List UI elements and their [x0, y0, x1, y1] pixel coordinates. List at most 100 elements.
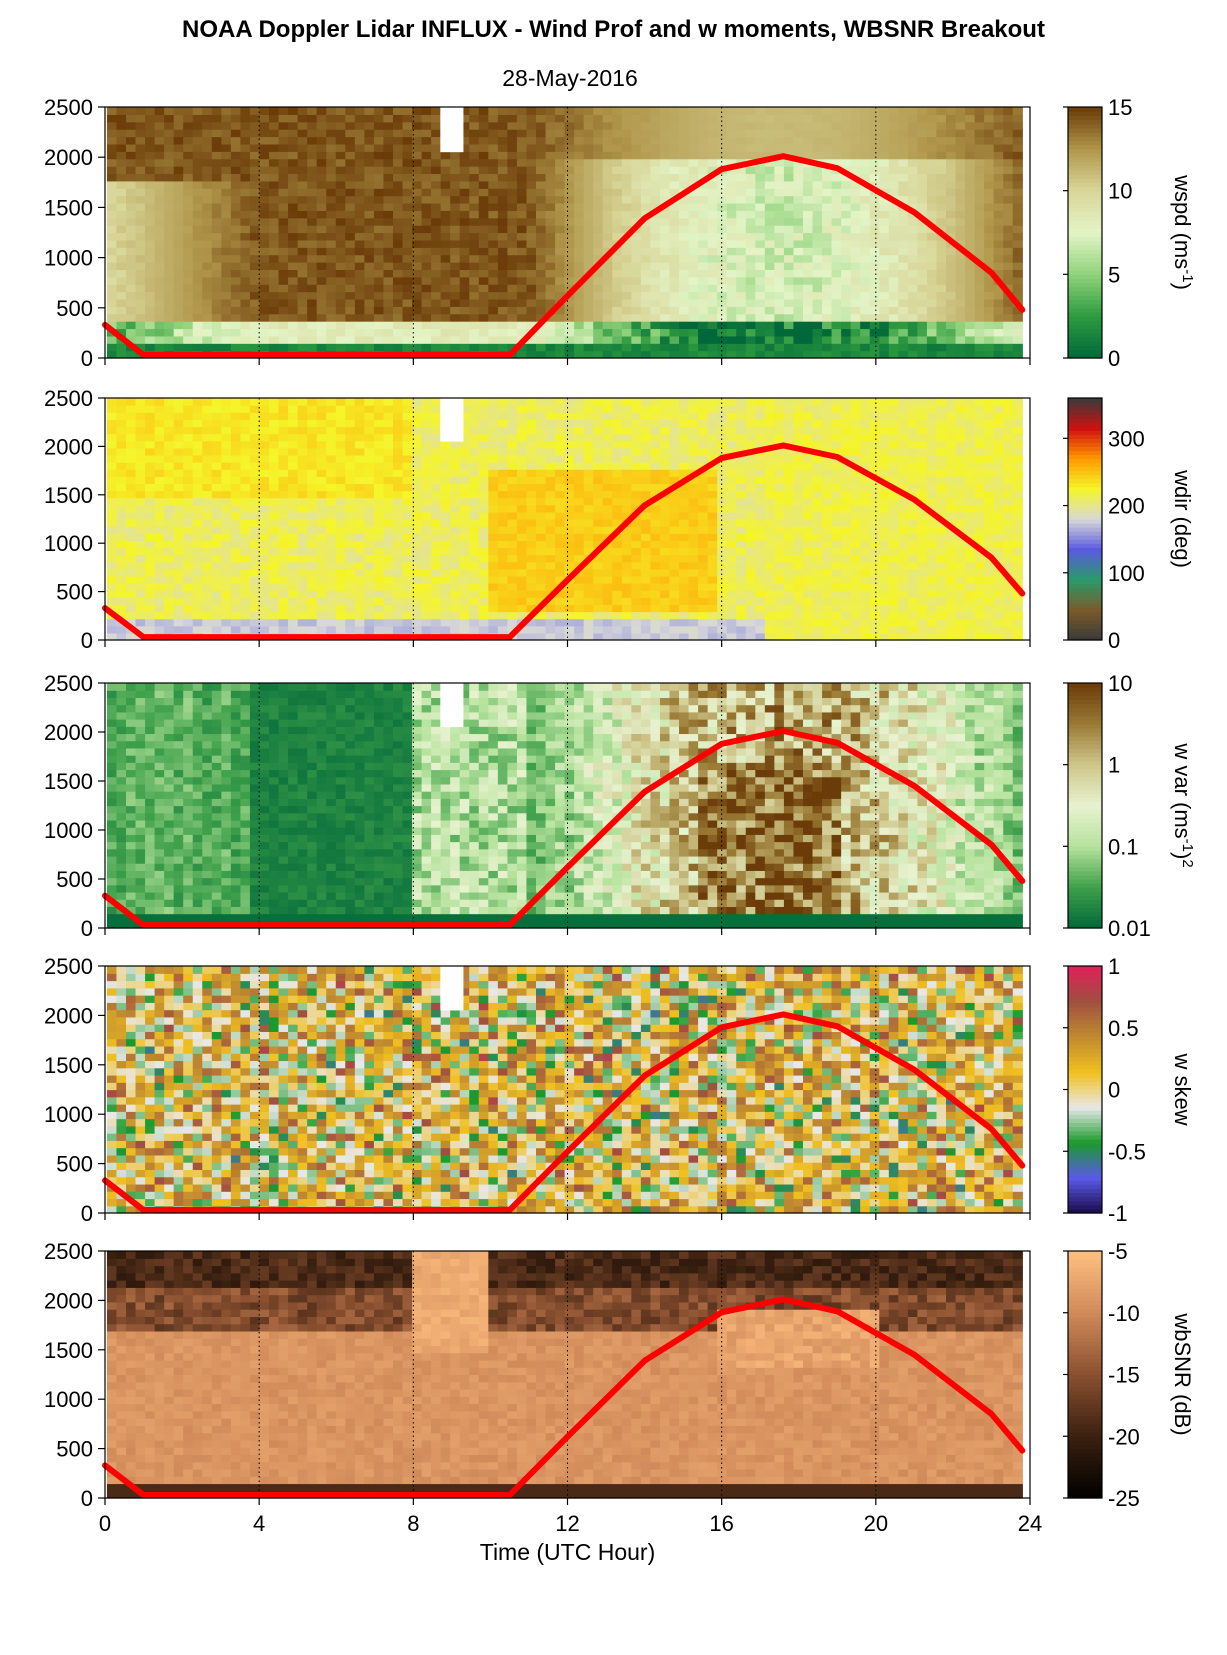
heatmap-cell	[917, 195, 928, 204]
heatmap-cell	[545, 136, 556, 145]
heatmap-cell	[297, 114, 308, 123]
heatmap-cell	[335, 298, 346, 307]
heatmap-cell	[469, 166, 480, 175]
heatmap-cell	[688, 262, 699, 271]
heatmap-cell	[1003, 350, 1014, 359]
heatmap-cell	[679, 313, 690, 322]
heatmap-cell	[183, 143, 194, 152]
heatmap-cell	[707, 129, 718, 138]
heatmap-cell	[240, 210, 251, 219]
heatmap-cell	[116, 254, 127, 263]
heatmap-cell	[574, 173, 585, 182]
heatmap-cell	[459, 504, 470, 513]
heatmap-cell	[507, 136, 518, 145]
heatmap-cell	[736, 151, 747, 160]
heatmap-cell	[850, 225, 861, 234]
heatmap-cell	[354, 454, 365, 463]
heatmap-cell	[831, 291, 842, 300]
heatmap-cell	[831, 239, 842, 248]
heatmap-cell	[116, 476, 127, 485]
heatmap-cell	[402, 497, 413, 506]
heatmap-cell	[106, 426, 118, 435]
heatmap-cell	[221, 239, 232, 248]
heatmap-cell	[278, 173, 289, 182]
heatmap-cell	[450, 618, 461, 627]
heatmap-cell	[574, 291, 585, 300]
heatmap-cell	[288, 625, 299, 634]
heatmap-cell	[583, 291, 594, 300]
heatmap-cell	[440, 151, 451, 160]
heatmap-cell	[593, 158, 604, 167]
heatmap-cell	[536, 121, 547, 130]
heatmap-cell	[230, 568, 242, 577]
heatmap-cell	[450, 298, 461, 307]
heatmap-cell	[965, 180, 976, 189]
heatmap-cell	[459, 497, 470, 506]
heatmap-cell	[221, 433, 232, 442]
heatmap-cell	[745, 202, 756, 211]
heatmap-cell	[345, 114, 356, 123]
heatmap-cell	[583, 262, 594, 271]
heatmap-cell	[802, 173, 814, 182]
heatmap-cell	[726, 306, 737, 315]
heatmap-cell	[364, 575, 375, 584]
heatmap-cell	[974, 129, 985, 138]
heatmap-cell	[164, 151, 175, 160]
heatmap-cell	[421, 504, 432, 513]
heatmap-cell	[116, 269, 127, 278]
heatmap-cell	[326, 533, 337, 541]
heatmap-cell	[564, 343, 575, 352]
heatmap-cell	[459, 554, 470, 563]
heatmap-cell	[135, 490, 146, 499]
heatmap-cell	[259, 291, 270, 300]
heatmap-cell	[307, 611, 318, 620]
heatmap-cell	[307, 504, 318, 513]
heatmap-cell	[116, 405, 127, 413]
heatmap-cell	[345, 483, 356, 492]
heatmap-cell	[850, 343, 861, 352]
heatmap-cell	[1012, 232, 1023, 241]
heatmap-cell	[555, 433, 566, 442]
heatmap-cell	[183, 540, 194, 549]
heatmap-cell	[574, 335, 585, 344]
heatmap-cell	[154, 561, 165, 570]
heatmap-cell	[278, 504, 289, 513]
heatmap-cell	[145, 462, 156, 470]
heatmap-cell	[326, 114, 337, 123]
heatmap-cell	[717, 217, 728, 226]
heatmap-cell	[688, 239, 699, 248]
heatmap-cell	[326, 180, 337, 189]
heatmap-cell	[278, 483, 289, 492]
heatmap-cell	[459, 158, 470, 167]
heatmap-cell	[459, 217, 470, 226]
heatmap-cell	[564, 276, 575, 285]
heatmap-cell	[659, 328, 671, 337]
heatmap-cell	[364, 321, 375, 330]
heatmap-cell	[221, 440, 232, 449]
colorbar-swatch	[1068, 194, 1102, 200]
heatmap-cell	[145, 540, 156, 549]
heatmap-cell	[373, 519, 385, 527]
heatmap-cell	[211, 504, 222, 513]
heatmap-cell	[488, 625, 499, 634]
heatmap-cell	[536, 497, 547, 506]
heatmap-cell	[507, 540, 518, 549]
heatmap-cell	[202, 276, 213, 285]
heatmap-cell	[392, 188, 404, 197]
heatmap-cell	[736, 254, 747, 263]
heatmap-cell	[536, 129, 547, 138]
heatmap-cell	[240, 328, 251, 337]
heatmap-cell	[316, 462, 327, 470]
heatmap-cell	[507, 262, 518, 271]
heatmap-cell	[745, 180, 756, 189]
heatmap-cell	[431, 526, 442, 534]
heatmap-cell	[965, 239, 976, 248]
heatmap-cell	[993, 121, 1004, 130]
heatmap-cell	[555, 107, 566, 115]
heatmap-cell	[993, 180, 1004, 189]
heatmap-cell	[965, 232, 976, 241]
heatmap-cell	[106, 291, 118, 300]
heatmap-cell	[440, 447, 451, 456]
heatmap-cell	[497, 247, 508, 256]
heatmap-cell	[545, 405, 556, 413]
